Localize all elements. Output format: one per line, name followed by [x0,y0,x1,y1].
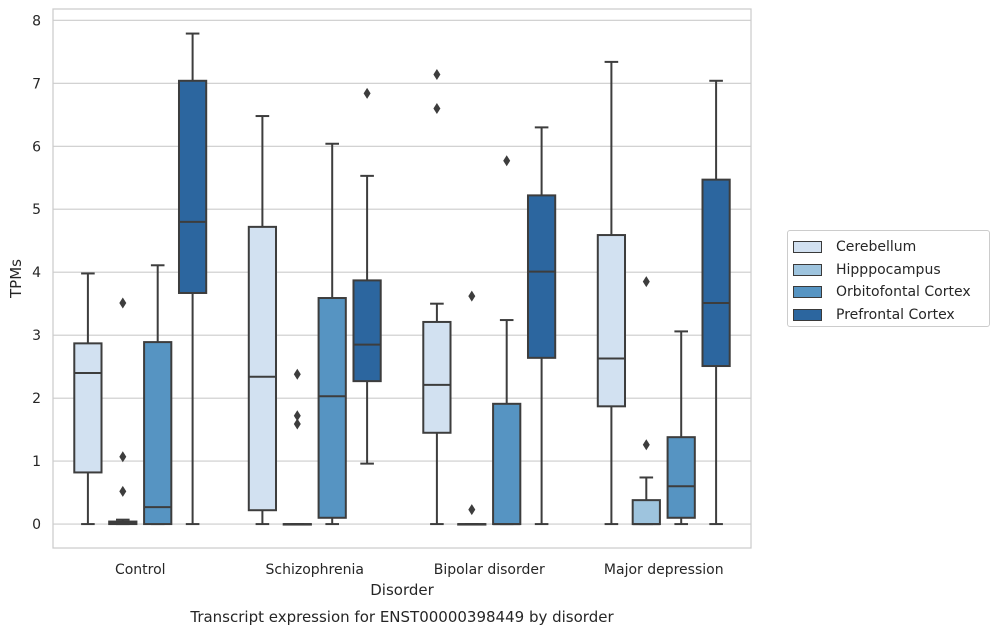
y-tick-label: 7 [32,76,41,92]
box-body [492,402,522,526]
x-tick-label: Bipolar disorder [434,562,545,578]
box-prefrontal-cortex [526,126,557,526]
box-prefrontal-cortex [177,32,208,526]
legend-label: Prefrontal Cortex [836,306,955,323]
box-prefrontal-cortex [352,87,382,465]
y-tick-label: 2 [32,391,41,407]
outlier-point [433,68,441,80]
legend: Cerebellum Hipppocampus Orbitofontal Corte… [787,230,990,327]
outlier-point [642,439,650,451]
outlier-point [468,504,476,516]
box-cerebellum [596,60,627,526]
legend-item: Orbitofontal Cortex [793,281,981,304]
box-orbitofontal-cortex [143,264,173,526]
box-body [143,341,173,526]
outlier-point [503,155,511,167]
y-tick-label: 0 [32,517,41,533]
y-tick-label: 4 [32,265,41,281]
box-cerebellum [247,115,278,526]
outlier-point [293,368,301,380]
legend-item: Prefrontal Cortex [793,304,981,327]
box-body [701,178,731,368]
y-axis-ticks: 0 1 2 3 4 5 6 7 8 [32,13,41,533]
x-tick-label: Schizophrenia [266,562,364,578]
outlier-point [119,485,127,497]
box-orbitofontal-cortex [666,330,696,526]
box-orbitofontal-cortex [492,155,522,526]
box-body [73,342,103,474]
legend-swatch [793,286,822,299]
box-hipppocampus [282,368,312,526]
box-body [631,499,661,526]
legend-label: Hipppocampus [836,261,941,278]
legend-item: Hipppocampus [793,259,981,282]
outlier-point [119,451,127,463]
x-tick-label: Control [115,562,166,578]
box-orbitofontal-cortex [317,142,347,526]
legend-swatch [793,308,822,321]
box-body [177,79,208,294]
box-hipppocampus [108,297,138,526]
box-body [247,225,278,512]
box-body [666,436,696,519]
chart-title: Transcript expression for ENST0000039844… [189,608,614,626]
box-cerebellum [73,272,103,526]
legend-label: Orbitofontal Cortex [836,284,971,301]
box-cerebellum [422,68,452,526]
x-tick-label: Major depression [604,562,724,578]
outlier-point [363,87,371,99]
legend-item: Cerebellum [793,236,981,259]
x-axis-label: Disorder [370,581,434,599]
y-tick-label: 1 [32,454,41,470]
y-axis-label: TPMs [7,259,25,299]
legend-swatch [793,241,822,254]
outlier-point [293,410,301,422]
box-body [596,234,627,408]
box-hipppocampus [457,290,487,526]
y-tick-label: 6 [32,139,41,155]
box-body [352,279,382,383]
outlier-point [433,102,441,114]
box-body [317,297,347,519]
box-series [73,32,731,526]
outlier-point [642,276,650,288]
box-body [526,194,557,359]
plot-frame [52,8,752,549]
box-prefrontal-cortex [701,79,731,526]
y-tick-label: 8 [32,13,41,29]
x-axis-ticks: Control Schizophrenia Bipolar disorder Majo… [115,562,724,578]
legend-swatch [793,263,822,276]
legend-label: Cerebellum [836,239,917,256]
box-hipppocampus [631,276,661,526]
y-tick-label: 5 [32,202,41,218]
outlier-point [468,290,476,302]
outlier-point [119,297,127,309]
box-body [422,320,452,434]
y-tick-label: 3 [32,328,41,344]
outlier-point [293,418,301,430]
